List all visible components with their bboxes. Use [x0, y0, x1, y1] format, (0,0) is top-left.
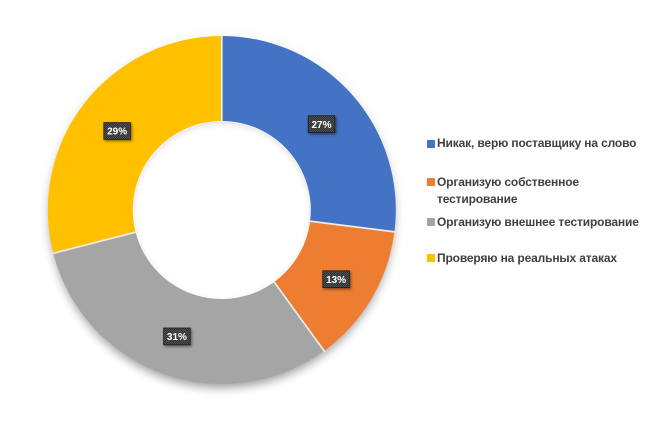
svg-text:13%: 13% [326, 275, 346, 286]
svg-text:27%: 27% [311, 120, 331, 131]
svg-text:31%: 31% [167, 332, 187, 343]
svg-text:29%: 29% [107, 127, 127, 138]
